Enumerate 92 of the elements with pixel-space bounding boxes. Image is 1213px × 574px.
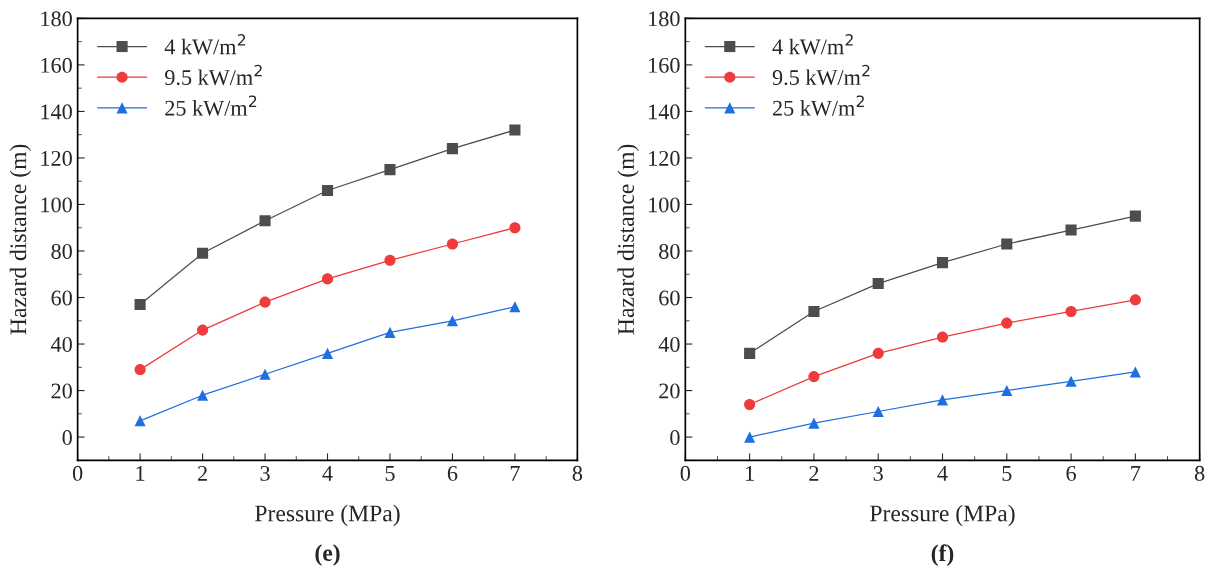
point <box>134 364 146 376</box>
point <box>321 184 334 197</box>
point <box>1129 210 1141 222</box>
y-tick-label: 40 <box>50 336 72 352</box>
point <box>1065 375 1077 387</box>
x-tick-label: 8 <box>572 465 583 481</box>
point <box>936 394 949 406</box>
legend-label: 9.5 kW/m$^{2}$ <box>165 64 262 86</box>
point <box>744 431 756 443</box>
point <box>134 298 146 311</box>
x-tick-label: 0 <box>72 465 83 481</box>
text: (e) <box>315 544 340 566</box>
x-tick-label: 3 <box>873 465 883 481</box>
point <box>808 371 820 383</box>
point <box>1065 224 1077 236</box>
x-tick-label: 6 <box>1066 465 1076 481</box>
point <box>197 247 209 259</box>
x-axis-title: Pressure (MPa) <box>870 504 1015 527</box>
y-tick-label: 60 <box>659 290 680 306</box>
x-tick-label: 0 <box>680 465 691 481</box>
y-tick-label: 120 <box>649 150 680 166</box>
x-tick-label: 5 <box>385 466 395 481</box>
point <box>446 315 458 327</box>
point <box>509 301 521 313</box>
point <box>1001 385 1013 397</box>
point <box>936 257 949 269</box>
x-tick-label: 2 <box>197 465 207 481</box>
point <box>1001 317 1013 329</box>
y-tick-label: 180 <box>649 11 680 27</box>
x-tick-label: 2 <box>809 465 819 481</box>
point <box>872 347 884 359</box>
point <box>872 405 884 418</box>
x-tick-label: 4 <box>937 466 948 481</box>
legend-label: 25 kW/m$^{2}$ <box>165 95 257 116</box>
point <box>446 238 458 250</box>
point <box>384 326 396 338</box>
point <box>808 417 820 429</box>
point <box>197 324 209 336</box>
point <box>509 222 521 234</box>
point <box>384 254 396 266</box>
y-tick-label: 160 <box>41 57 72 73</box>
point <box>259 215 271 227</box>
y-axis-title: Hazard distance (m) <box>9 144 32 335</box>
point <box>259 368 271 380</box>
point <box>1129 294 1141 306</box>
x-tick-label: 7 <box>510 466 520 481</box>
y-tick-label: 0 <box>670 430 680 446</box>
x-tick-label: 3 <box>260 465 270 481</box>
y-tick-label: 0 <box>62 430 72 446</box>
y-tick-label: 140 <box>41 104 72 120</box>
point <box>321 273 334 285</box>
legend-label: 4 kW/m$^{2}$ <box>164 34 246 55</box>
y-tick-label: 80 <box>51 243 72 259</box>
y-tick-label: 40 <box>658 336 680 352</box>
point <box>384 164 396 176</box>
legend-label: 9.5 kW/m$^{2}$ <box>772 64 870 86</box>
point <box>1129 366 1141 378</box>
x-tick-label: 7 <box>1131 466 1141 481</box>
x-tick-label: 4 <box>322 466 333 481</box>
legend-label: 4 kW/m$^{2}$ <box>772 34 853 55</box>
y-tick-label: 100 <box>649 197 680 213</box>
point <box>936 331 949 343</box>
y-tick-label: 20 <box>51 383 72 399</box>
x-tick-label: 1 <box>136 465 145 481</box>
y-tick-label: 140 <box>649 104 680 120</box>
y-tick-label: 80 <box>659 243 680 259</box>
point <box>872 278 884 290</box>
legend-label: 25 kW/m$^{2}$ <box>772 95 864 116</box>
y-tick-label: 120 <box>41 150 72 166</box>
x-tick-label: 5 <box>1002 466 1012 481</box>
y-tick-label: 20 <box>659 383 680 399</box>
y-axis-title: Hazard distance (m) <box>617 144 639 335</box>
point <box>1065 305 1077 318</box>
y-tick-label: 100 <box>41 197 72 213</box>
point <box>259 296 271 308</box>
y-tick-label: 160 <box>649 57 680 73</box>
point <box>509 124 521 136</box>
y-tick-label: 180 <box>41 11 72 27</box>
point <box>1001 238 1013 250</box>
point <box>321 347 334 359</box>
x-tick-label: 6 <box>447 465 458 481</box>
x-tick-label: 1 <box>746 465 754 481</box>
point <box>808 305 820 318</box>
point <box>197 389 209 401</box>
text: (f) <box>931 544 954 566</box>
point <box>446 143 458 155</box>
y-tick-label: 60 <box>51 290 72 306</box>
point <box>744 398 756 411</box>
point <box>134 415 146 427</box>
x-tick-label: 8 <box>1194 465 1205 481</box>
point <box>744 347 756 359</box>
x-axis-title: Pressure (MPa) <box>255 504 400 527</box>
